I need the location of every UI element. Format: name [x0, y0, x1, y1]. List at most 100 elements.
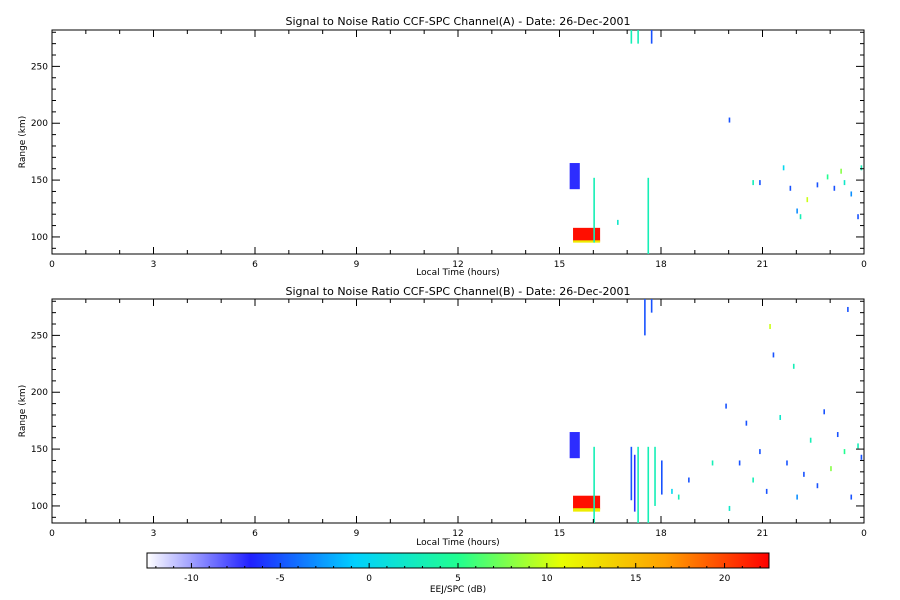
- heatmap-point: [759, 449, 761, 455]
- heatmap-streak: [650, 30, 653, 44]
- heatmap-block: [569, 432, 580, 459]
- heatmap-block: [573, 495, 601, 510]
- x-tick-label: 3: [151, 529, 157, 539]
- heatmap-point: [847, 306, 849, 312]
- heatmap-point: [816, 182, 819, 188]
- heatmap-point: [759, 180, 761, 186]
- x-axis-label: Local Time (hours): [416, 538, 499, 548]
- heatmap-streak: [633, 454, 636, 512]
- heatmap-point: [843, 180, 846, 186]
- y-tick-label: 250: [31, 331, 48, 341]
- heatmap-point: [803, 471, 805, 477]
- heatmap-point: [789, 185, 792, 191]
- heatmap-streak: [650, 299, 653, 313]
- y-axis-label: Range (km): [18, 116, 28, 168]
- heatmap-streak: [630, 446, 633, 501]
- heatmap-marks: [569, 299, 863, 523]
- plot-area: [51, 298, 865, 524]
- heatmap-point: [779, 414, 782, 420]
- colorbar-label: EEJ/SPC (dB): [430, 585, 486, 595]
- heatmap-point: [782, 165, 785, 171]
- y-tick-label: 150: [31, 445, 48, 455]
- y-tick-label: 100: [31, 502, 48, 512]
- x-tick-label: 18: [655, 529, 667, 539]
- heatmap-point: [711, 460, 714, 466]
- y-tick-label: 200: [31, 119, 48, 129]
- heatmap-point: [830, 466, 832, 472]
- heatmap-point: [850, 191, 853, 197]
- heatmap-point: [833, 185, 836, 191]
- colorbar-ticks: -10 -5 0 5 10 15 20: [155, 563, 761, 584]
- colorbar-tick-label: 5: [455, 574, 461, 584]
- heatmap-point: [728, 117, 731, 123]
- heatmap-streak: [661, 460, 663, 495]
- heatmap-block: [573, 227, 601, 242]
- heatmap-point: [752, 477, 754, 483]
- panel-a: Signal to Noise Ratio CCF-SPC Channel(A)…: [18, 15, 867, 278]
- y-tick-label: 250: [31, 62, 48, 72]
- x-tick-label: 9: [354, 529, 360, 539]
- heatmap-point: [816, 483, 819, 489]
- heatmap-point: [772, 352, 775, 358]
- heatmap-point: [796, 494, 798, 500]
- heatmap-point: [752, 180, 754, 186]
- heatmap-streak: [644, 299, 646, 336]
- heatmap-point: [850, 494, 853, 500]
- y-tick-label: 100: [31, 233, 48, 243]
- heatmap-point: [738, 460, 741, 466]
- x-tick-label: 15: [554, 260, 565, 270]
- heatmap-point: [806, 197, 809, 203]
- heatmap-streak: [630, 30, 633, 44]
- colorbar-tick-label: -10: [184, 574, 199, 584]
- heatmap-point: [860, 454, 863, 460]
- chart-title: Signal to Noise Ratio CCF-SPC Channel(A)…: [286, 15, 631, 28]
- heatmap-point: [792, 363, 795, 369]
- heatmap-point: [765, 488, 768, 494]
- colorbar: -10 -5 0 5 10 15 20 EEJ/SPC (dB): [146, 552, 770, 595]
- heatmap-point: [857, 443, 859, 449]
- plot-area: [51, 29, 865, 255]
- heatmap-streak: [654, 446, 656, 506]
- x-tick-label: 0: [49, 529, 55, 539]
- x-tick-label: 0: [49, 260, 55, 270]
- y-axis: 100 150 200 250: [31, 300, 864, 518]
- x-tick-label: 6: [252, 529, 258, 539]
- x-tick-label: 21: [757, 529, 768, 539]
- x-tick-label: 15: [554, 529, 565, 539]
- heatmap-streak: [593, 177, 595, 243]
- heatmap-marks: [569, 30, 863, 254]
- heatmap-point: [728, 505, 731, 511]
- heatmap-point: [809, 437, 812, 443]
- heatmap-point: [840, 168, 842, 174]
- heatmap-streak: [637, 446, 639, 523]
- heatmap-point: [799, 214, 802, 220]
- x-tick-label: 18: [655, 260, 667, 270]
- heatmap-streak: [647, 177, 650, 254]
- x-tick-label: 12: [452, 529, 463, 539]
- heatmap-block: [573, 508, 601, 512]
- x-axis: 0 3 6 9 12 15 18 21 0: [49, 30, 867, 270]
- heatmap-point: [860, 165, 863, 171]
- heatmap-point: [769, 324, 771, 330]
- heatmap-point: [843, 449, 846, 455]
- colorbar-tick-label: 20: [719, 574, 731, 584]
- heatmap-point: [857, 214, 859, 220]
- y-tick-label: 150: [31, 176, 48, 186]
- heatmap-point: [677, 494, 680, 500]
- heatmap-point: [836, 432, 839, 438]
- panel-b: Signal to Noise Ratio CCF-SPC Channel(B)…: [18, 285, 867, 548]
- heatmap-point: [725, 403, 727, 409]
- heatmap-point: [617, 219, 619, 225]
- y-tick-label: 200: [31, 388, 48, 398]
- heatmap-block: [569, 163, 580, 190]
- colorbar-tick-label: 10: [541, 574, 553, 584]
- colorbar-tick-label: -5: [276, 574, 285, 584]
- x-tick-label: 9: [354, 260, 360, 270]
- heatmap-point: [745, 420, 748, 426]
- heatmap-point: [796, 208, 798, 214]
- heatmap-point: [786, 460, 788, 466]
- y-axis-label: Range (km): [18, 385, 28, 437]
- heatmap-streak: [647, 446, 650, 523]
- heatmap-point: [823, 409, 825, 415]
- x-axis-label: Local Time (hours): [416, 268, 499, 278]
